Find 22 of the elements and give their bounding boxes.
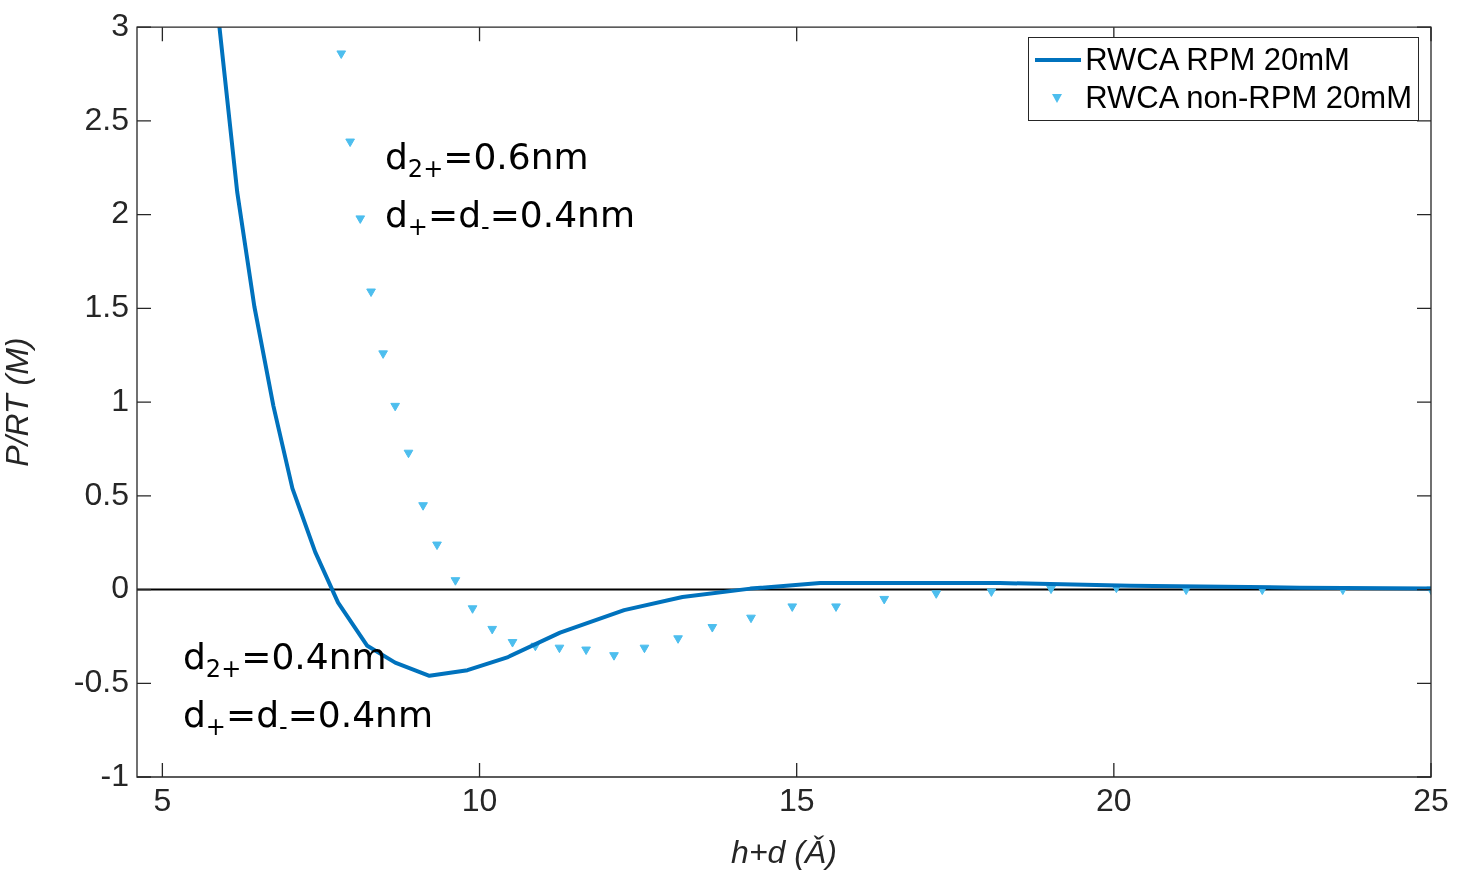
legend-label: RWCA non-RPM 20mM: [1085, 80, 1412, 116]
legend-label: RWCA RPM 20mM: [1085, 42, 1350, 78]
annotation: d$_{+}$=d$_{-}$=0.4nm: [385, 193, 635, 242]
y-tick-label: 1.5: [84, 288, 129, 325]
x-axis-title: h+d (Ǎ): [731, 833, 837, 870]
x-tick-label: 15: [778, 782, 815, 819]
y-tick-label: 0.5: [84, 475, 129, 512]
y-tick-label: 2.5: [84, 100, 129, 137]
y-tick-label: 3: [111, 7, 129, 44]
annotation: d$_{2+}$=0.4nm: [183, 635, 387, 684]
x-tick-label: 10: [461, 782, 498, 819]
x-tick-label: 20: [1096, 782, 1132, 819]
x-tick-label: 5: [153, 782, 172, 819]
annotation: d$_{+}$=d$_{-}$=0.4nm: [183, 693, 433, 742]
y-tick-label: -0.5: [73, 663, 129, 700]
x-tick-label: 25: [1413, 782, 1449, 819]
annotation: d$_{2+}$=0.6nm: [385, 135, 589, 184]
y-tick-label: -1: [100, 756, 129, 793]
y-tick-label: 2: [111, 194, 129, 231]
y-tick-label: 0: [111, 569, 129, 606]
y-tick-label: 1: [111, 381, 129, 418]
y-axis-title: P/RT (M): [0, 337, 36, 467]
